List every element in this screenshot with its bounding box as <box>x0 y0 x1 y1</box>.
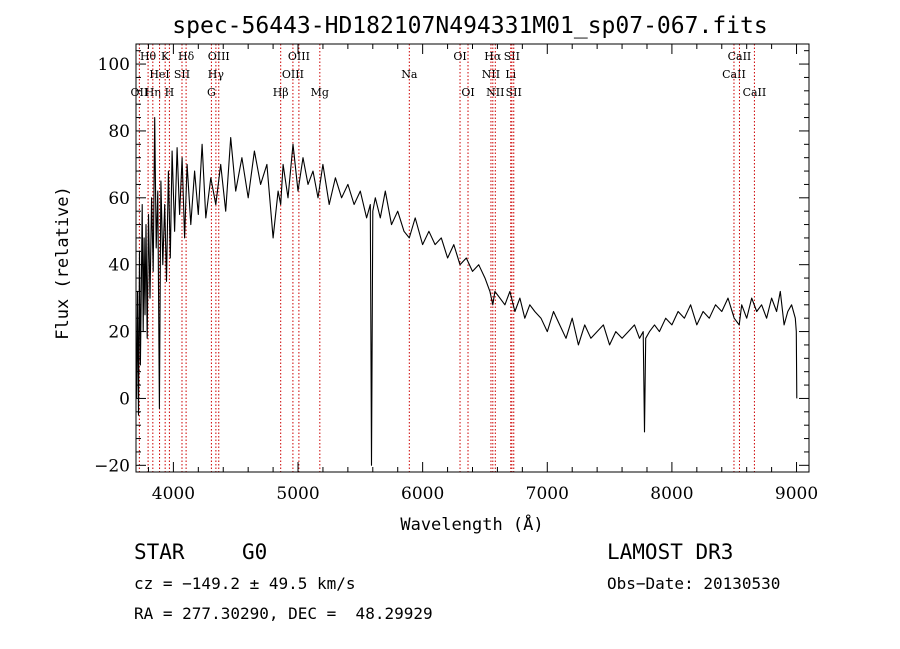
spectral-line-label: NII <box>482 68 500 81</box>
chart-title: spec-56443-HD182107N494331M01_sp07-067.f… <box>172 13 767 39</box>
spectral-line-label: H <box>165 86 175 99</box>
spectral-line-label: Hθ <box>140 50 157 63</box>
spectral-line-label: Mg <box>311 86 329 99</box>
sky-coordinates: RA = 277.30290, DEC = 48.29929 <box>134 604 433 623</box>
spectral-line-label: Hα <box>484 50 502 63</box>
x-tick-label: 8000 <box>650 484 693 504</box>
spectral-line-label: NII <box>486 86 504 99</box>
spectral-line-label: SII <box>506 86 522 99</box>
spectrum-data-layer <box>136 117 798 466</box>
x-axis-label: Wavelength (Å) <box>400 513 543 535</box>
spectral-line-label: Hβ <box>273 86 289 99</box>
spectral-line-label: Hδ <box>178 50 195 63</box>
y-tick-label: 60 <box>108 189 130 209</box>
plot-frame <box>135 43 810 473</box>
spectral-line-label: Hγ <box>208 68 225 81</box>
y-tick-label: 0 <box>119 389 130 409</box>
y-tick-label: 20 <box>108 323 130 343</box>
y-tick-label: 100 <box>98 55 130 75</box>
observation-date: Obs−Date: 20130530 <box>607 574 781 593</box>
spectral-line-label: Li <box>505 68 516 81</box>
spectrum-series-line <box>136 117 798 466</box>
spectral-line-label: OI <box>453 50 466 63</box>
survey-name: LAMOST DR3 <box>607 540 734 564</box>
spectral-line-label: OI <box>461 86 474 99</box>
x-tick-label: 5000 <box>276 484 319 504</box>
y-tick-label: 40 <box>108 256 130 276</box>
spectral-line-label: CaII <box>722 68 746 81</box>
object-class: STAR <box>134 540 185 564</box>
x-tick-label: 9000 <box>775 484 818 504</box>
redshift-velocity: cz = −149.2 ± 49.5 km/s <box>134 574 356 593</box>
spectral-line-label: CaII <box>743 86 767 99</box>
spectral-line-label: OIII <box>208 50 230 63</box>
x-tick-label: 7000 <box>526 484 569 504</box>
spectral-line-label: HeI <box>149 68 169 81</box>
spectral-line-label: SII <box>174 68 190 81</box>
x-tick-label: 6000 <box>401 484 444 504</box>
spectral-line-label: K <box>161 50 170 63</box>
object-subclass: G0 <box>242 540 268 564</box>
x-tick-label: 4000 <box>152 484 195 504</box>
y-tick-label: −20 <box>94 456 130 476</box>
spectral-line-label: G <box>207 86 216 99</box>
spectral-line-label: CaII <box>728 50 752 63</box>
spectral-lines-layer: OII Hθ Hη HeI K H SII Hδ G Hγ OIII Hβ OIII OIII Mg Na OI… <box>131 44 767 472</box>
spectral-line-label: Hη <box>145 86 161 99</box>
axes-layer: 4000 5000 6000 7000 8000 9000 −20 0 20 40 60 80 100 <box>94 43 818 504</box>
y-axis-label: Flux (relative) <box>53 186 73 340</box>
spectral-line-label: Na <box>401 68 418 81</box>
spectral-line-label: OIII <box>282 68 304 81</box>
spectral-line-label: SII <box>504 50 520 63</box>
spectral-line-label: OII <box>131 86 149 99</box>
spectral-line-label: OIII <box>288 50 310 63</box>
y-tick-label: 80 <box>108 122 130 142</box>
